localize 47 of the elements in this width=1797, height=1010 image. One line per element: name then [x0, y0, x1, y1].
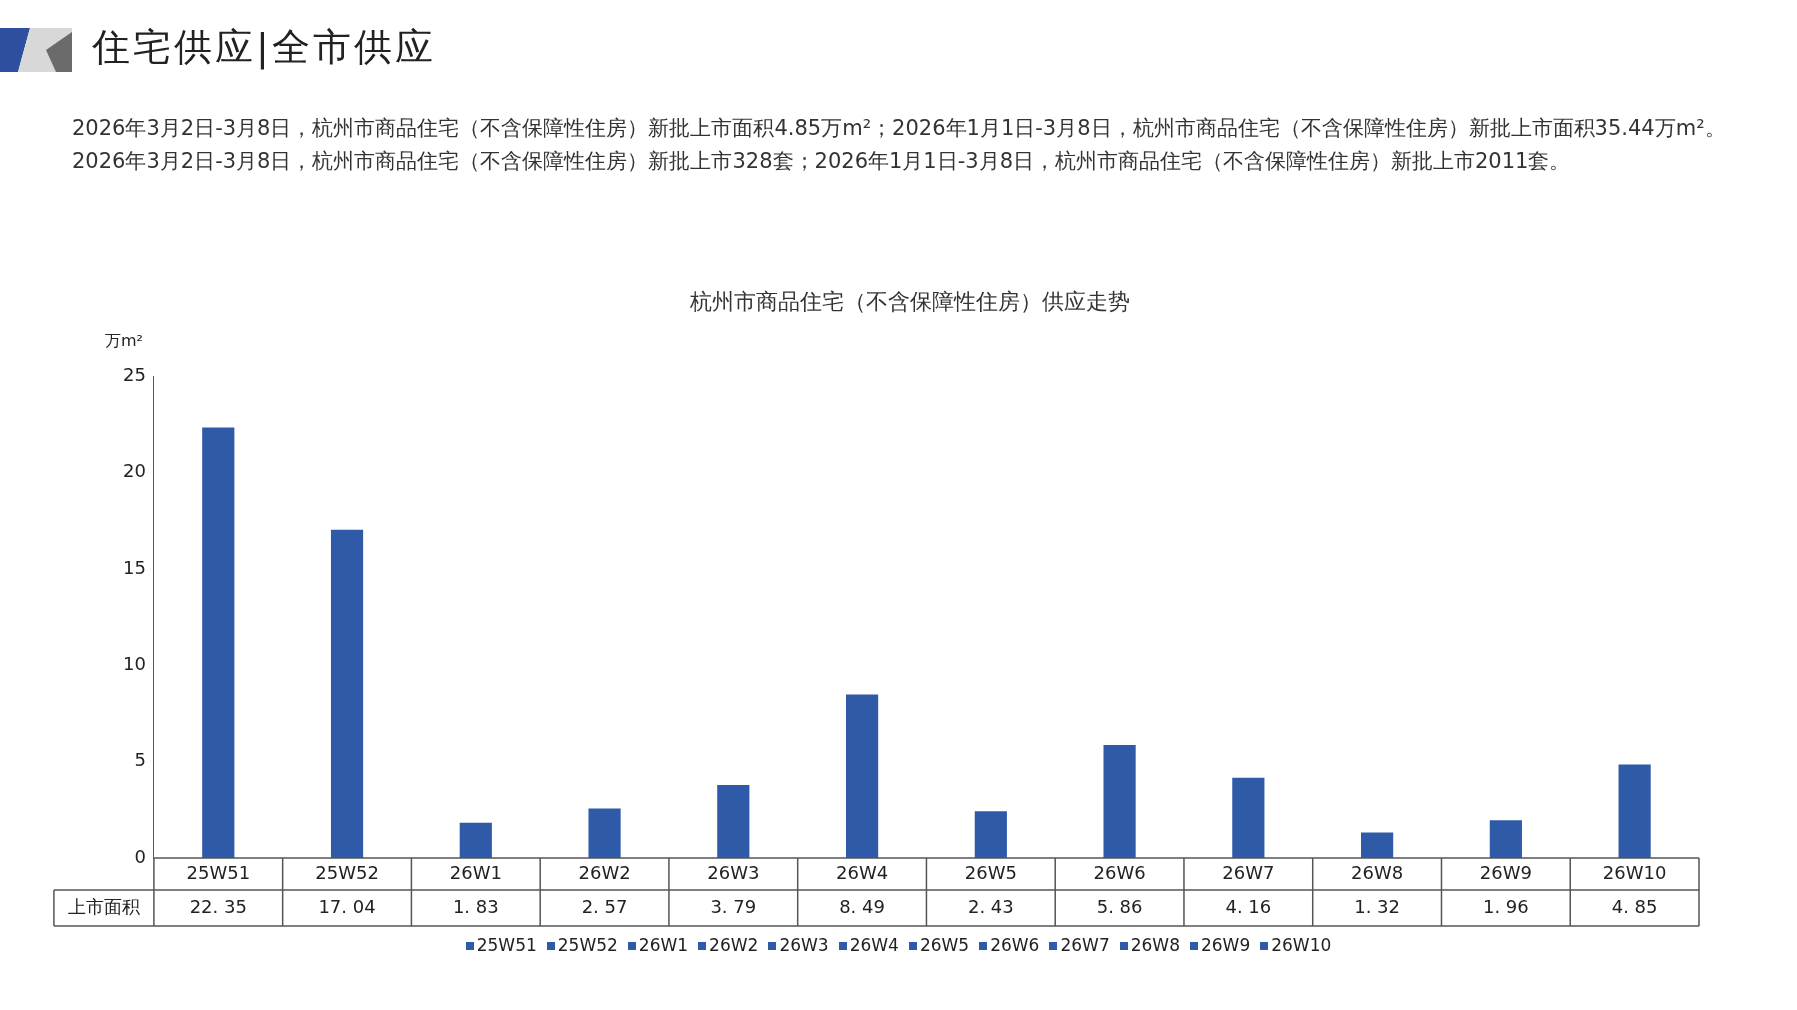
category-label: 26W9: [1200, 935, 1251, 955]
x-tick-label: 25W52: [315, 862, 379, 884]
data-label: 8. 49: [839, 895, 885, 917]
data-label: 2. 43: [967, 895, 1014, 917]
data-label: 2. 57: [581, 895, 628, 917]
category-label: 26W4: [849, 935, 899, 955]
y-tick-label: 5: [134, 749, 146, 771]
x-tick-label: 26W5: [964, 862, 1017, 884]
x-tick-label: 26W4: [836, 862, 889, 884]
y-tick-label: 25: [123, 364, 146, 386]
x-tick-label: 26W1: [449, 862, 502, 884]
data-label: 1. 83: [452, 895, 499, 917]
data-label: 1. 96: [1482, 895, 1529, 917]
category-label: 26W1: [638, 935, 689, 955]
category-label: 26W5: [919, 935, 970, 955]
category-label: 26W2: [709, 935, 759, 955]
x-tick-label: 26W8: [1351, 862, 1404, 884]
x-tick-label: 26W3: [707, 862, 760, 884]
chart-title: 住宅供应|全市供应: [92, 24, 436, 72]
x-tick-label: 26W9: [1479, 862, 1532, 884]
data-label: 1. 32: [1354, 895, 1401, 917]
category-label: 26W3: [779, 935, 829, 955]
chart-subtitle: 杭州市商品住宅（不含保障性住房）供应走势: [688, 288, 1130, 314]
y-tick-label: 0: [134, 845, 146, 867]
x-tick-label: 26W6: [1093, 862, 1146, 884]
category-label: 26W8: [1130, 935, 1180, 955]
x-tick-label: 26W10: [1602, 862, 1667, 884]
x-tick-label: 25W51: [186, 862, 251, 884]
x-tick-label: 26W2: [578, 862, 631, 884]
data-label: 4. 16: [1225, 895, 1272, 917]
data-label: 5. 86: [1096, 895, 1143, 917]
data-label: 4. 85: [1611, 895, 1658, 917]
text: 2026年3月2日-3月8日，杭州市商品住宅（不含保障性住房）新批上市面积4.85万m²；2026年1月1日-3月8日，杭州市商品住宅（不含保障性住房）新批上市面积35.44万m²。2026年3月2日-3月8日，杭州市商品住宅（不含保障性住房）新批上市328套；2026年1月1日-3月8日，杭州市商品住宅（不含保障性住房）新批上市2011套。: [72, 115, 1727, 175]
y-tick-label: 20: [123, 460, 146, 482]
y-tick-label: 10: [123, 653, 146, 675]
data-label: 3. 79: [710, 895, 757, 917]
category-label: 25W52: [557, 935, 618, 955]
category-label: 26W10: [1271, 935, 1332, 955]
y-axis-title: 万m²: [104, 331, 143, 351]
category-label: 26W7: [1060, 935, 1110, 955]
category-label: 26W6: [990, 935, 1040, 955]
x-tick-label: 26W7: [1222, 862, 1275, 884]
category-label: 25W51: [476, 935, 537, 955]
data-label: 17. 04: [318, 895, 376, 917]
y-tick-label: 15: [123, 556, 146, 578]
data-label: 22. 35: [189, 895, 247, 917]
text: 上市面积: [67, 895, 140, 917]
